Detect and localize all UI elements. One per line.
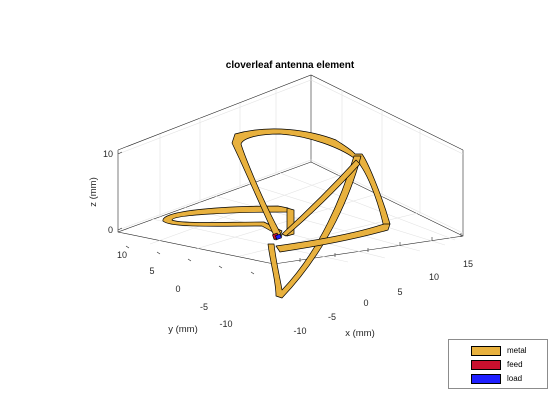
- inner-strip: [281, 159, 361, 237]
- load-marker: [275, 233, 282, 240]
- y-tick-label: -10: [219, 319, 232, 329]
- legend-label: load: [507, 374, 523, 383]
- wall-grid-line: [117, 79, 464, 155]
- legend-swatch-feed: [471, 360, 501, 370]
- petal-right-connector: [275, 223, 391, 253]
- y-tick-label: 10: [117, 250, 127, 260]
- floor-grid-line: [247, 183, 446, 246]
- x-tick-label: -10: [293, 326, 306, 336]
- petal-top: [231, 128, 391, 241]
- y-tick-label: 5: [149, 266, 154, 276]
- axis-tick-marks: [117, 151, 462, 275]
- y-axis-label: y (mm): [168, 324, 198, 335]
- z-tick-label: 0: [108, 225, 113, 235]
- x-axis-label: x (mm): [345, 328, 375, 339]
- legend-swatch-metal: [471, 346, 501, 356]
- floor-grid-line: [279, 172, 456, 241]
- z-tick-mark: [117, 151, 123, 155]
- y-tick-label: 0: [175, 284, 180, 294]
- y-tick-mark: [187, 258, 192, 262]
- axes-back-top-edge: [117, 74, 464, 151]
- y-tick-mark: [250, 271, 255, 275]
- legend-item-feed: feed: [449, 359, 547, 373]
- axes-box: [117, 74, 464, 265]
- z-tick-label: 10: [103, 149, 113, 159]
- wall-grid-line: [117, 159, 464, 234]
- legend-label: feed: [507, 360, 523, 369]
- axes-back-left-floor: [117, 161, 312, 233]
- z-axis-label: z (mm): [88, 177, 99, 207]
- legend-swatch-load: [471, 374, 501, 384]
- z-tick-mark: [117, 227, 123, 231]
- x-tick-label: 15: [463, 259, 473, 269]
- legend-item-metal: metal: [449, 345, 547, 359]
- y-tick-mark: [156, 251, 161, 255]
- plot-title: cloverleaf antenna element: [226, 60, 355, 71]
- axes-back-right-floor: [310, 161, 464, 237]
- y-tick-label: -5: [200, 302, 208, 312]
- floor-grid-line: [214, 195, 421, 252]
- x-tick-label: 5: [397, 287, 402, 297]
- legend-label: metal: [507, 346, 527, 355]
- y-tick-mark: [218, 265, 223, 269]
- grid-lines: [117, 79, 464, 263]
- x-tick-label: -5: [328, 312, 336, 322]
- x-tick-label: 10: [429, 272, 439, 282]
- y-tick-mark: [125, 245, 130, 249]
- legend: metal feed load: [448, 339, 548, 389]
- cloverleaf-antenna: [162, 128, 391, 299]
- legend-item-load: load: [449, 373, 547, 387]
- x-tick-label: 0: [363, 298, 368, 308]
